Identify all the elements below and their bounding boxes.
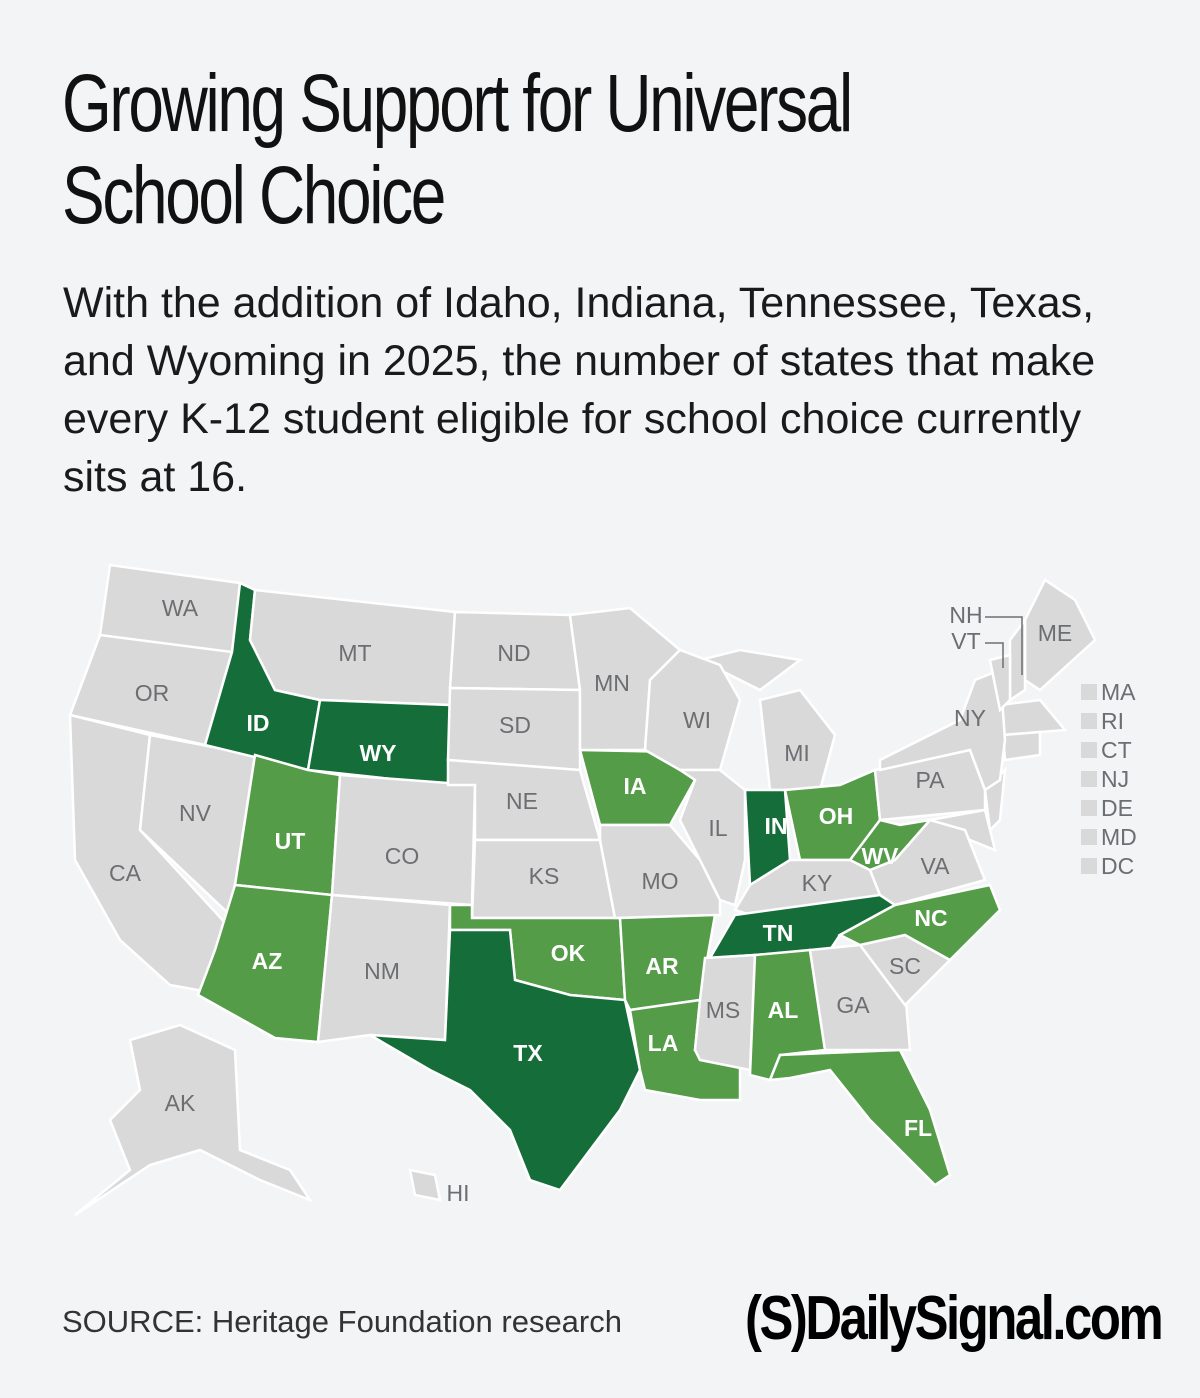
state-label-ak: AK — [165, 1090, 196, 1116]
legend-label-de: DE — [1101, 795, 1133, 821]
state-label-ia: IA — [624, 773, 647, 799]
legend-swatch-nj — [1081, 771, 1097, 787]
state-label-mo: MO — [641, 868, 678, 894]
state-label-me: ME — [1038, 620, 1073, 646]
state-label-nm: NM — [364, 958, 400, 984]
state-label-nd: ND — [497, 640, 530, 666]
state-ut — [233, 753, 342, 897]
state-label-az: AZ — [252, 948, 283, 974]
state-label-la: LA — [648, 1030, 679, 1056]
state-label-al: AL — [768, 997, 799, 1023]
state-ak — [74, 1023, 314, 1217]
legend-label-dc: DC — [1101, 853, 1134, 879]
state-label-ks: KS — [529, 863, 560, 889]
state-label-wa: WA — [162, 595, 199, 621]
state-label-ut: UT — [275, 828, 306, 854]
legend-swatch-dc — [1081, 858, 1097, 874]
state-mi — [758, 688, 837, 792]
state-label-in: IN — [765, 813, 788, 839]
page-title: Growing Support for Universal School Cho… — [62, 58, 853, 241]
legend-label-ct: CT — [1101, 737, 1132, 763]
state-ny — [878, 668, 1007, 792]
state-tx — [369, 928, 642, 1192]
legend-swatch-de — [1081, 800, 1097, 816]
state-label-sd: SD — [499, 712, 531, 738]
state-wi — [643, 648, 742, 772]
state-label-wi: WI — [683, 707, 711, 733]
state-mo — [598, 823, 722, 920]
state-label-pa: PA — [916, 767, 946, 793]
legend-swatch-ma — [1081, 684, 1097, 700]
state-label-oh: OH — [819, 803, 854, 829]
legend-swatch-ct — [1081, 742, 1097, 758]
legend-swatch-ri — [1081, 713, 1097, 729]
subtitle: With the addition of Idaho, Indiana, Ten… — [63, 279, 1096, 501]
state-label-id: ID — [247, 710, 270, 736]
state-label-fl: FL — [904, 1115, 932, 1141]
state-label-mt: MT — [338, 640, 371, 666]
source-note: SOURCE: Heritage Foundation research — [62, 1304, 622, 1339]
state-hi — [408, 1168, 442, 1202]
state-label-ne: NE — [506, 788, 538, 814]
state-co — [330, 773, 477, 907]
state-label-va: VA — [921, 853, 951, 879]
legend-label-nj: NJ — [1101, 766, 1129, 792]
state-label-wv: WV — [861, 843, 899, 869]
leader-line — [985, 616, 1023, 675]
state-label-ga: GA — [836, 992, 870, 1018]
state-label-wy: WY — [359, 740, 396, 766]
state-shape-small — [1001, 730, 1042, 762]
legend-label-ri: RI — [1101, 708, 1124, 734]
leader-line — [985, 642, 1004, 668]
state-label-mn: MN — [594, 670, 630, 696]
state-label-ar: AR — [645, 953, 679, 979]
legend-label-ma: MA — [1101, 679, 1136, 705]
state-label-tn: TN — [763, 920, 794, 946]
state-label-ny: NY — [954, 705, 986, 731]
daily-signal-logo: (S)DailySignal.com — [745, 1284, 1164, 1353]
state-label-or: OR — [135, 680, 170, 706]
state-label-co: CO — [385, 843, 420, 869]
state-label-nh: NH — [949, 602, 982, 628]
state-label-ky: KY — [802, 870, 833, 896]
state-shape-small — [998, 698, 1068, 737]
state-label-ms: MS — [706, 997, 741, 1023]
state-fl — [768, 1048, 952, 1187]
state-label-il: IL — [708, 815, 727, 841]
state-label-sc: SC — [889, 953, 921, 979]
state-label-tx: TX — [513, 1040, 543, 1066]
state-label-hi: HI — [447, 1180, 470, 1206]
state-label-vt: VT — [951, 628, 980, 654]
legend-swatch-md — [1081, 829, 1097, 845]
state-label-nv: NV — [179, 800, 212, 826]
state-label-ca: CA — [109, 860, 142, 886]
state-label-mi: MI — [784, 740, 810, 766]
legend-label-md: MD — [1101, 824, 1137, 850]
state-label-nc: NC — [914, 905, 947, 931]
state-shape-small — [696, 648, 804, 692]
state-il — [675, 768, 747, 907]
state-label-ok: OK — [551, 940, 586, 966]
